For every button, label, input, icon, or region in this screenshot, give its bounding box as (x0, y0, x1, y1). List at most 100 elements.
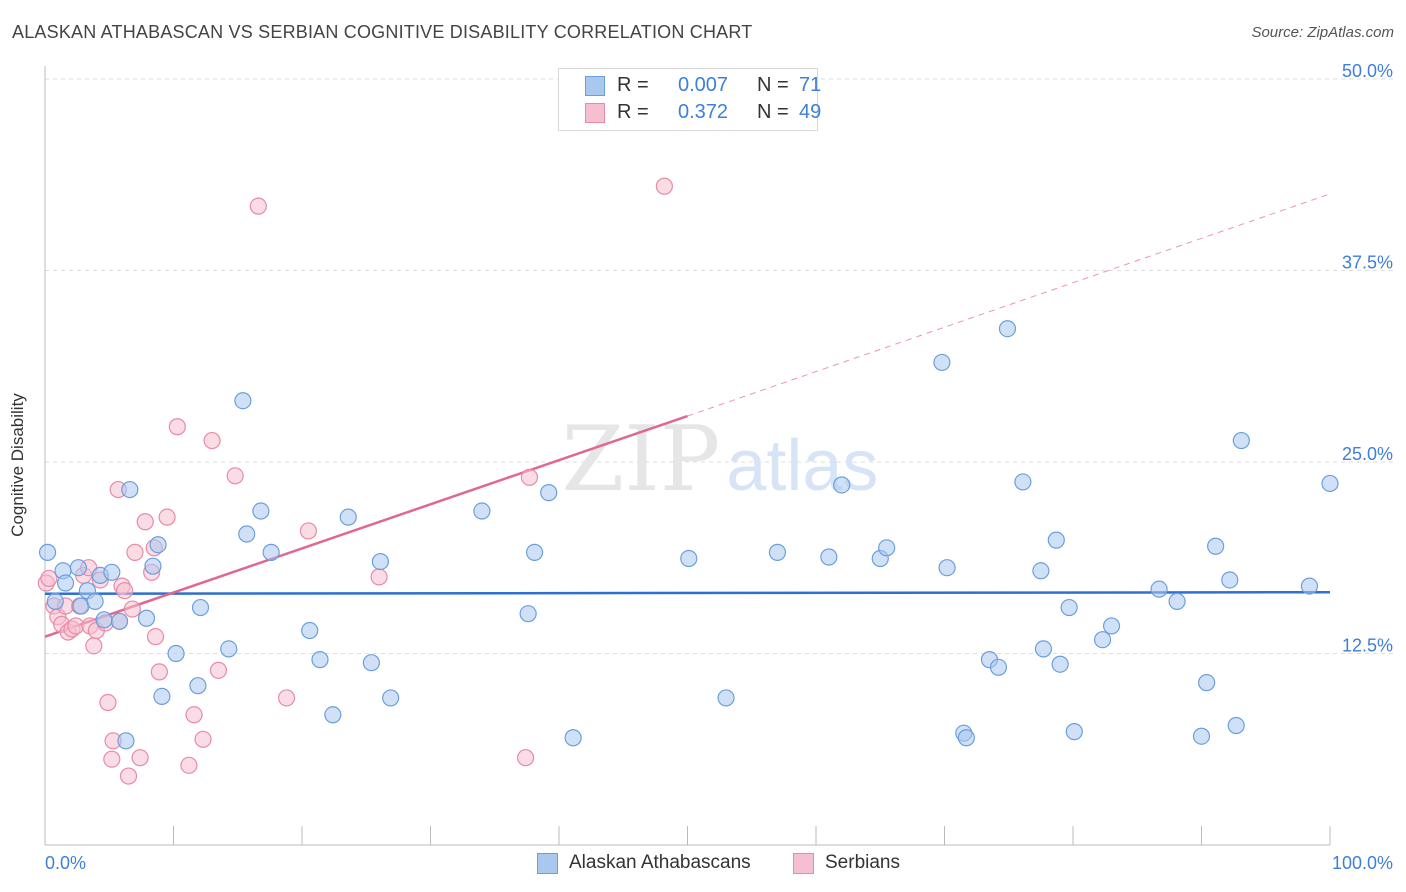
bottom-legend-swatch-pink (793, 853, 814, 874)
athabascan-point (234, 392, 252, 410)
athabascan-point (1060, 598, 1078, 617)
serbian-point (40, 569, 58, 588)
watermark: ZIPatlas (562, 407, 879, 512)
athabascan-point (38, 543, 57, 561)
watermark-zip: ZIP (562, 407, 721, 512)
bottom-legend-label: Serbians (825, 852, 900, 873)
athabascan-point (1032, 562, 1050, 580)
athabascan-point (768, 543, 787, 561)
athabascan-point (103, 563, 121, 581)
serbian-point (136, 513, 154, 531)
serbian-point (299, 522, 318, 540)
athabascan-point (238, 525, 256, 543)
athabascan-point (121, 480, 139, 499)
points-layer (37, 177, 1339, 785)
athabascan-point (717, 689, 735, 707)
legend-r-label: R = (617, 74, 649, 96)
tick-label-layer: 12.5% 25.0% 37.5% 50.0% 0.0% 100.0% (45, 61, 1393, 873)
y-tick-label: 12.5% (1342, 636, 1393, 656)
athabascan-point (998, 320, 1017, 338)
athabascan-point (525, 543, 544, 561)
legend-r-value: 0.372 (678, 101, 729, 123)
athabascan-point (1232, 431, 1250, 450)
athabascan-point (1207, 537, 1225, 555)
athabascan-point (1150, 580, 1168, 598)
athabascan-point (989, 658, 1008, 676)
athabascan-point (311, 651, 329, 669)
athabascan-point (191, 598, 210, 617)
athabascan-point (46, 592, 64, 611)
athabascan-point (153, 687, 171, 705)
athabascan-point (1102, 617, 1121, 635)
athabascan-trend-line (44, 590, 1331, 596)
athabascan-point (86, 592, 104, 611)
athabascan-point (878, 539, 896, 557)
athabascan-point (189, 677, 207, 695)
x-tick-label: 0.0% (45, 853, 86, 873)
athabascan-point (1221, 571, 1239, 589)
serbian-point (168, 418, 186, 436)
serbian-point (249, 197, 267, 215)
serbian-point (370, 568, 388, 586)
serbian-point (99, 693, 117, 712)
source-label: Source: ZipAtlas.com (1251, 24, 1394, 41)
athabascan-point (362, 654, 380, 672)
serbian-point (185, 706, 203, 724)
athabascan-point (137, 609, 156, 627)
serbian-point (131, 749, 149, 767)
serbian-point (116, 582, 134, 600)
serbian-point (655, 177, 673, 195)
x-tick-label: 100.0% (1332, 853, 1393, 873)
athabascan-point (110, 612, 129, 630)
athabascan-point (324, 706, 342, 724)
serbian-point (209, 661, 228, 679)
serbian-point (85, 637, 103, 655)
athabascan-point (1321, 474, 1339, 493)
serbian-point (277, 689, 296, 707)
athabascan-point (833, 476, 851, 494)
serbian-point (520, 468, 539, 486)
chart-title: ALASKAN ATHABASCAN VS SERBIAN COGNITIVE … (12, 22, 753, 42)
serbian-point (194, 730, 212, 748)
serbian-point (180, 756, 198, 774)
legend-r-label: R = (617, 101, 649, 123)
serbian-point (146, 628, 165, 646)
athabascan-point (69, 559, 88, 577)
serbian-point (516, 749, 535, 767)
bottom-legend-swatch-blue (537, 853, 558, 874)
legend-n-value: 49 (799, 101, 822, 123)
athabascan-point (220, 640, 238, 658)
athabascan-point (144, 557, 162, 575)
watermark-atlas: atlas (726, 426, 878, 506)
legend-n-value: 71 (799, 74, 822, 96)
athabascan-point (680, 549, 698, 568)
athabascan-point (1300, 577, 1319, 595)
athabascan-point (1014, 473, 1032, 491)
athabascan-point (1051, 655, 1069, 673)
athabascan-point (301, 621, 319, 640)
trend-layer (44, 193, 1331, 638)
athabascan-point (371, 552, 389, 571)
serbian-point (158, 508, 176, 526)
legend-swatch-blue (585, 76, 605, 96)
athabascan-point (1227, 716, 1245, 735)
athabascan-point (820, 548, 838, 566)
athabascan-point (938, 559, 956, 577)
serbian-point (226, 467, 244, 485)
athabascan-point (1034, 640, 1053, 658)
athabascan-point (167, 644, 185, 663)
serbian-point (119, 767, 138, 785)
athabascan-point (117, 732, 135, 750)
y-tick-label: 50.0% (1342, 61, 1393, 81)
athabascan-point (252, 502, 270, 520)
serbian-point (126, 543, 144, 561)
athabascan-point (1168, 592, 1186, 611)
athabascan-point (382, 689, 400, 707)
athabascan-point (933, 353, 951, 372)
athabascan-point (1198, 674, 1216, 692)
serbian-trend-extension (687, 193, 1331, 417)
legend-swatch-pink (585, 103, 605, 123)
legend-n-label: N = (757, 74, 789, 96)
legend-r-value: 0.007 (678, 74, 729, 96)
